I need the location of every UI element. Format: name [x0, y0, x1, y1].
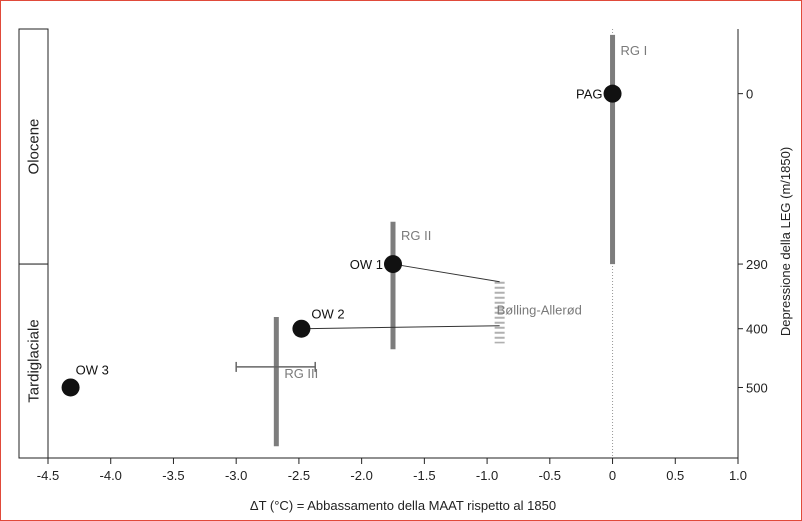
data-point [603, 84, 622, 103]
x-tick-label: -3.5 [162, 468, 184, 483]
y-tick-label: 400 [746, 322, 768, 337]
period-panel: Olocene Tardiglaciale [18, 28, 49, 459]
x-tick-label: 1.0 [729, 468, 747, 483]
y-tick-label: 0 [746, 87, 753, 102]
data-point [61, 378, 80, 397]
x-tick-label: 0.5 [666, 468, 684, 483]
connection-line [301, 325, 500, 330]
period-label: Tardiglaciale [26, 319, 43, 402]
data-point-label: PAG [576, 87, 603, 102]
x-tick-label: -1.0 [476, 468, 498, 483]
x-tick-label: 0 [609, 468, 616, 483]
x-tick-label: -4.5 [37, 468, 59, 483]
data-point [292, 319, 311, 338]
data-point-label: OW 3 [76, 362, 109, 377]
y-axis-title: Depressione della LEG (m/1850) [778, 147, 793, 336]
x-tick-label: -2.0 [350, 468, 372, 483]
x-tick-label: -0.5 [539, 468, 561, 483]
period-box [18, 28, 49, 265]
y-tick-label: 500 [746, 380, 768, 395]
data-point-label: OW 1 [350, 257, 383, 272]
range-label: RG I [621, 43, 648, 58]
range-label: RG III [284, 366, 318, 381]
x-tick-label: -2.5 [288, 468, 310, 483]
y-tick-label: 290 [746, 257, 768, 272]
x-tick-label: -1.5 [413, 468, 435, 483]
x-tick-label: -4.0 [100, 468, 122, 483]
x-tick-label: -3.0 [225, 468, 247, 483]
range-label: RG II [401, 228, 431, 243]
data-point [384, 255, 402, 274]
axes-group: -4.5 -4.0 -3.5 -3.0 -2.5 -2.0 -1.5 -1.0 -0.5 0 0.5… [37, 29, 768, 483]
x-axis-title: ΔT (°C) = Abbassamento della MAAT rispet… [250, 498, 556, 513]
data-point-label: OW 2 [311, 307, 344, 322]
connection-line [392, 263, 500, 283]
interval-label: Bølling-Allerød [497, 303, 582, 318]
marks-group: RG I RG II RG III Bølling-Allerød PAG OW 1 OW … [61, 29, 648, 458]
period-label: Olocene [26, 119, 43, 175]
period-box [18, 263, 49, 459]
